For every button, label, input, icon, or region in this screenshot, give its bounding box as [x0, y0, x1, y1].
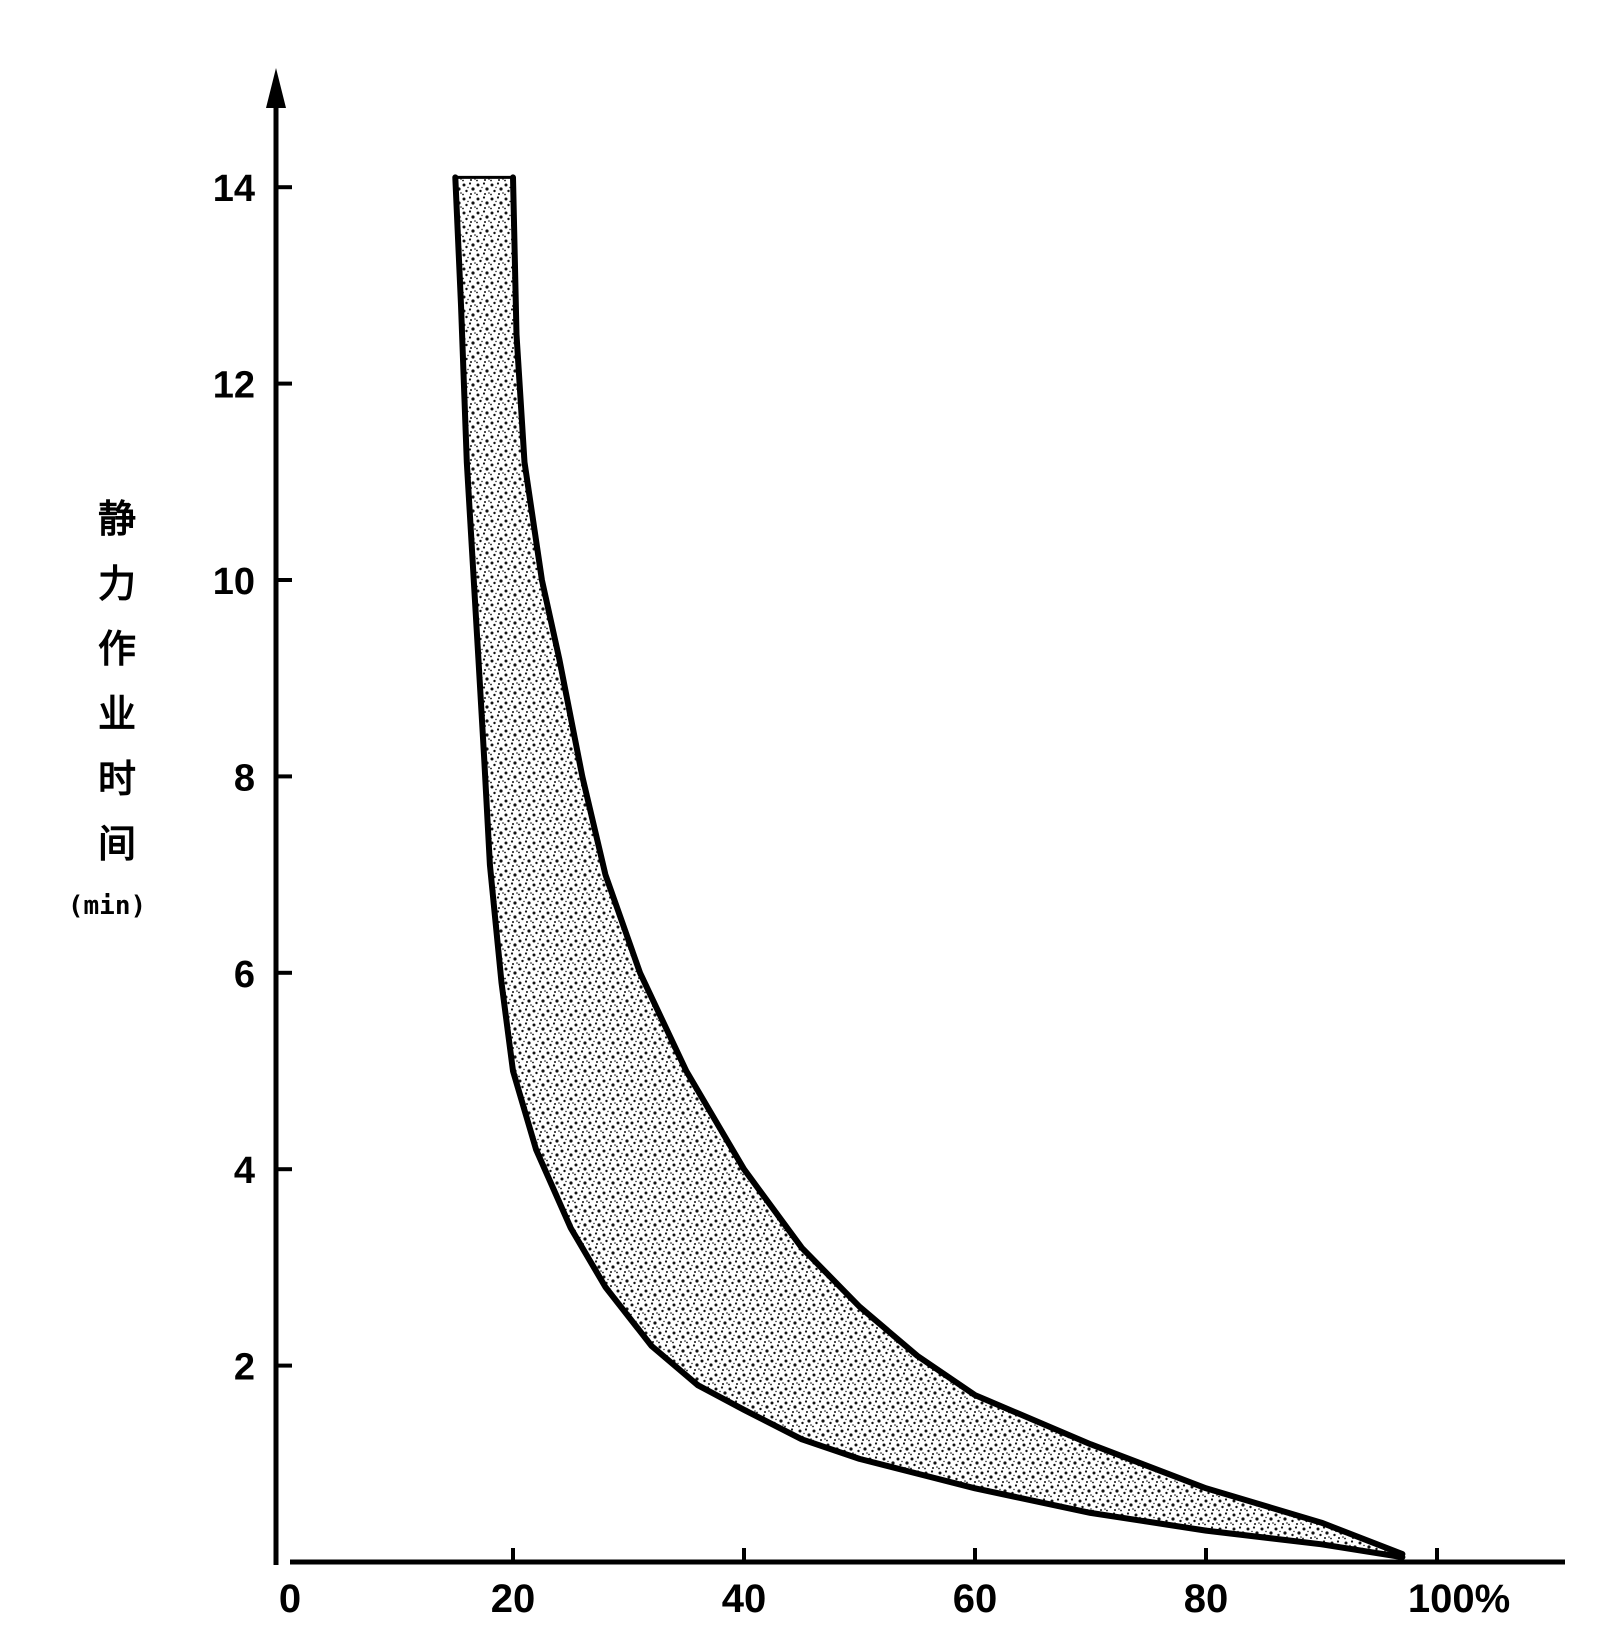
ylabel-char-2: 力: [98, 562, 136, 606]
x-tick-label: 40: [722, 1577, 767, 1621]
ylabel-char-6: 间: [98, 822, 136, 866]
x-tick-label: 80: [1184, 1577, 1229, 1621]
y-tick-label: 2: [234, 1347, 255, 1389]
y-axis-title: 静 力 作 业 时 间 (min): [68, 497, 146, 921]
x-tick-label: 60: [953, 1577, 998, 1621]
y-tick-label: 10: [213, 561, 255, 603]
band-area: [455, 177, 1403, 1558]
y-tick-label: 4: [234, 1150, 255, 1192]
x-tick-label: 100%: [1408, 1577, 1510, 1621]
x-ticks: 0 20 40 60 80 100%: [279, 1548, 1510, 1621]
band-lower-curve: [452, 174, 1406, 1561]
x-tick-label: 20: [491, 1577, 536, 1621]
ylabel-char-1: 静: [98, 497, 136, 541]
y-tick-label: 14: [213, 168, 255, 210]
y-tick-label: 6: [234, 954, 255, 996]
y-tick-label: 8: [234, 757, 255, 799]
ylabel-char-4: 业: [98, 692, 136, 736]
band-upper-curve: [510, 174, 1406, 1558]
band-layer: [452, 174, 1406, 1561]
ylabel-char-5: 时: [98, 757, 136, 801]
y-axis-arrowhead: [266, 68, 286, 108]
ylabel-char-3: 作: [98, 627, 136, 671]
ylabel-unit: (min): [68, 891, 146, 921]
y-tick-label: 12: [213, 365, 255, 407]
x-tick-label: 0: [279, 1577, 301, 1621]
axes: [266, 68, 1565, 1565]
y-ticks: 2 4 6 8 10 12 14: [213, 168, 292, 1389]
